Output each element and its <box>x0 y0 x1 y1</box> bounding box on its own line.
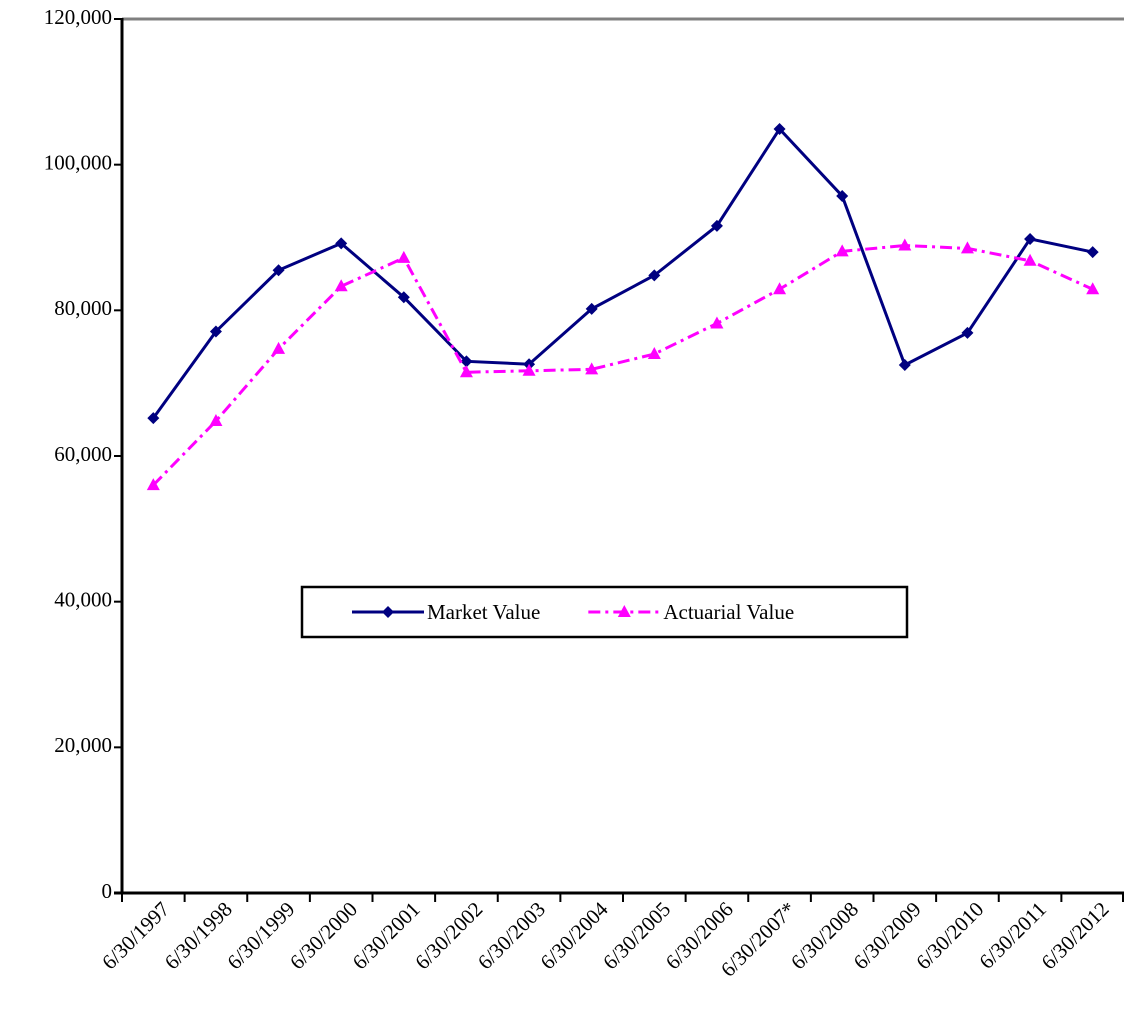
marker <box>209 325 222 338</box>
marker <box>272 264 285 277</box>
marker <box>961 326 974 339</box>
x-tick-label: 6/30/2012 <box>1036 897 1113 974</box>
x-tick-label: 6/30/1997 <box>97 897 174 974</box>
x-tick-label: 6/30/2010 <box>911 897 988 974</box>
x-tick-label: 6/30/1998 <box>160 897 237 974</box>
x-tick-label: 6/30/2008 <box>786 897 863 974</box>
marker <box>397 250 411 263</box>
marker <box>334 279 348 292</box>
marker <box>522 363 536 376</box>
marker <box>647 347 661 360</box>
marker <box>836 189 849 202</box>
y-tick-label: 80,000 <box>54 296 112 320</box>
y-tick-label: 60,000 <box>54 442 112 466</box>
x-tick-label: 6/30/2001 <box>348 897 425 974</box>
marker <box>773 282 787 295</box>
marker <box>835 244 849 257</box>
marker <box>585 362 599 375</box>
legend: Market Value Actuarial Value <box>300 585 909 639</box>
y-tick-label: 40,000 <box>54 587 112 611</box>
marker <box>460 355 473 368</box>
marker <box>617 605 631 617</box>
marker <box>209 414 223 427</box>
marker <box>710 219 723 232</box>
marker <box>146 478 160 491</box>
marker <box>272 341 286 354</box>
marker <box>710 316 724 329</box>
marker <box>898 358 911 371</box>
x-tick-label: 6/30/1999 <box>222 897 299 974</box>
series-line <box>152 244 1094 487</box>
marker <box>1024 232 1037 245</box>
y-tick-label: 20,000 <box>54 733 112 757</box>
x-tick-label: 6/30/2000 <box>285 897 362 974</box>
legend-label: Market Value <box>427 600 540 624</box>
series-line <box>152 126 1093 420</box>
marker <box>335 237 348 250</box>
marker <box>459 365 473 378</box>
marker <box>648 269 661 282</box>
x-tick-label: 6/30/2005 <box>598 897 675 974</box>
marker <box>585 302 598 315</box>
marker <box>1023 253 1037 266</box>
marker <box>397 291 410 304</box>
legend-label: Actuarial Value <box>663 600 794 624</box>
y-tick-label: 120,000 <box>44 5 112 29</box>
y-tick-label: 0 <box>102 879 113 903</box>
x-tick-label: 6/30/2002 <box>410 897 487 974</box>
marker <box>1086 282 1100 295</box>
marker <box>147 412 160 425</box>
x-tick-label: 6/30/2004 <box>535 897 613 975</box>
marker <box>773 122 786 135</box>
x-tick-label: 6/30/2011 <box>974 897 1051 974</box>
marker <box>898 238 912 251</box>
y-tick-label: 100,000 <box>44 150 112 174</box>
x-tick-label: 6/30/2009 <box>849 897 926 974</box>
x-tick-label: 6/30/2003 <box>473 897 550 974</box>
marker <box>382 606 394 618</box>
marker <box>960 241 974 254</box>
marker <box>1086 246 1099 259</box>
